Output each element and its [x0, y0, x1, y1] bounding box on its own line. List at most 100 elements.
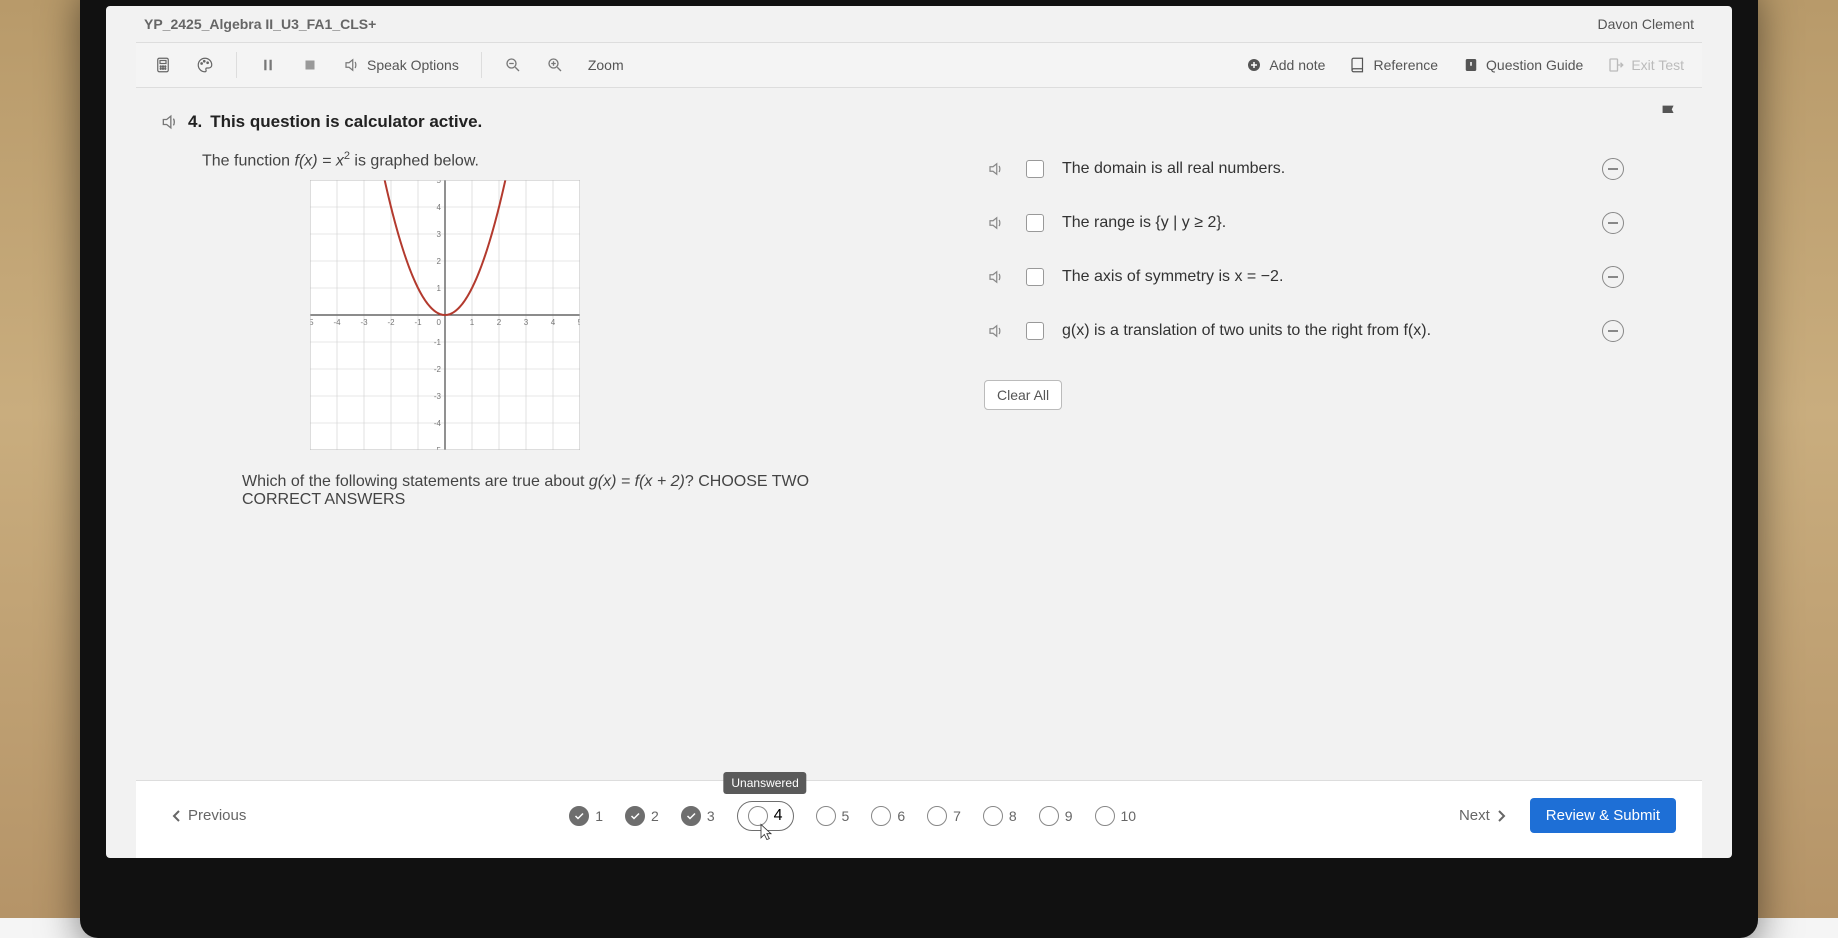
speak-icon[interactable]	[160, 112, 180, 132]
zoom-in-button[interactable]	[536, 50, 574, 80]
chevron-left-icon	[172, 810, 182, 822]
previous-label: Previous	[188, 807, 246, 824]
nav-question[interactable]: 3	[681, 806, 715, 826]
stop-button[interactable]	[291, 50, 329, 80]
nav-question[interactable]: 8	[983, 806, 1017, 826]
choice-text: The domain is all real numbers.	[1062, 160, 1285, 178]
palette-button[interactable]	[186, 50, 224, 80]
eliminate-button[interactable]	[1602, 266, 1624, 288]
svg-text:-1: -1	[434, 338, 442, 347]
speak-icon	[343, 56, 361, 74]
svg-text:-5: -5	[310, 318, 314, 327]
choice-checkbox[interactable]	[1026, 160, 1044, 178]
palette-icon	[196, 56, 214, 74]
nav-question-number: 10	[1121, 808, 1137, 824]
svg-text:-4: -4	[434, 419, 442, 428]
nav-question-number: 9	[1065, 808, 1073, 824]
pause-icon	[259, 56, 277, 74]
speak-icon	[987, 160, 1005, 178]
check-icon	[573, 810, 585, 822]
check-icon	[685, 810, 697, 822]
svg-text:4: 4	[551, 318, 556, 327]
speak-icon	[987, 322, 1005, 340]
review-submit-button[interactable]: Review & Submit	[1530, 798, 1676, 833]
previous-button[interactable]: Previous	[162, 801, 256, 830]
flag-button[interactable]	[1658, 102, 1680, 129]
question-content: 4. This question is calculator active. T…	[136, 88, 1702, 858]
zoom-in-icon	[546, 56, 564, 74]
choice-checkbox[interactable]	[1026, 322, 1044, 340]
svg-text:3: 3	[524, 318, 529, 327]
speak-options-button[interactable]: Speak Options	[333, 50, 469, 80]
answer-choice: The axis of symmetry is x = −2.	[984, 266, 1624, 288]
question-prompt: Which of the following statements are tr…	[242, 473, 862, 509]
answer-choice: The domain is all real numbers.	[984, 158, 1624, 180]
nav-question-number: 2	[651, 808, 659, 824]
separator	[236, 52, 237, 78]
student-name: Davon Clement	[1598, 16, 1695, 32]
question-number: 4.	[188, 112, 202, 132]
unanswered-tooltip: Unanswered	[723, 772, 806, 794]
choice-checkbox[interactable]	[1026, 214, 1044, 232]
reference-label: Reference	[1373, 57, 1438, 73]
nav-question-number: 7	[953, 808, 961, 824]
calculator-button[interactable]	[144, 50, 182, 80]
nav-question-number: 5	[842, 808, 850, 824]
answer-choice: The range is {y | y ≥ 2}.	[984, 212, 1624, 234]
reference-button[interactable]: Reference	[1339, 50, 1448, 80]
nav-question[interactable]: 10	[1095, 806, 1137, 826]
speak-icon	[987, 268, 1005, 286]
nav-question[interactable]: 9	[1039, 806, 1073, 826]
eliminate-button[interactable]	[1602, 212, 1624, 234]
svg-text:2: 2	[437, 257, 442, 266]
svg-text:-4: -4	[333, 318, 341, 327]
footer-nav: Previous 1 2 3 4Unanswered 5 6 7 8 9 10 Next Revi…	[136, 780, 1702, 858]
choice-text: g(x) is a translation of two units to th…	[1062, 322, 1431, 340]
plus-circle-icon	[1245, 56, 1263, 74]
zoom-label: Zoom	[578, 51, 634, 79]
speak-choice-button[interactable]	[984, 322, 1008, 340]
choice-text: The range is {y | y ≥ 2}.	[1062, 214, 1226, 232]
chevron-right-icon	[1496, 810, 1506, 822]
question-guide-button[interactable]: Question Guide	[1452, 50, 1593, 80]
answer-choice: g(x) is a translation of two units to th…	[984, 320, 1624, 342]
add-note-label: Add note	[1269, 57, 1325, 73]
speak-choice-button[interactable]	[984, 214, 1008, 232]
pause-button[interactable]	[249, 50, 287, 80]
assessment-title: YP_2425_Algebra II_U3_FA1_CLS+	[144, 16, 376, 32]
question-nav: 1 2 3 4Unanswered 5 6 7 8 9 10	[270, 801, 1435, 831]
nav-question[interactable]: 2	[625, 806, 659, 826]
choice-text: The axis of symmetry is x = −2.	[1062, 268, 1283, 286]
nav-question-number: 6	[897, 808, 905, 824]
speak-choice-button[interactable]	[984, 268, 1008, 286]
zoom-out-button[interactable]	[494, 50, 532, 80]
speak-choice-button[interactable]	[984, 160, 1008, 178]
nav-question[interactable]: 5	[816, 806, 850, 826]
question-guide-label: Question Guide	[1486, 57, 1583, 73]
check-icon	[629, 810, 641, 822]
add-note-button[interactable]: Add note	[1235, 50, 1335, 80]
svg-text:-5: -5	[434, 446, 442, 450]
nav-question[interactable]: 7	[927, 806, 961, 826]
book-icon	[1349, 56, 1367, 74]
calculator-icon	[154, 56, 172, 74]
exit-test-button[interactable]: Exit Test	[1597, 50, 1694, 80]
nav-question-number: 3	[707, 808, 715, 824]
choice-checkbox[interactable]	[1026, 268, 1044, 286]
speak-options-label: Speak Options	[367, 57, 459, 73]
svg-text:5: 5	[437, 180, 442, 185]
toolbar: Speak Options Zoom Add note Referenc	[136, 42, 1702, 88]
nav-question-current[interactable]: 4Unanswered	[737, 801, 794, 831]
nav-question[interactable]: 1	[569, 806, 603, 826]
guide-icon	[1462, 56, 1480, 74]
svg-text:-3: -3	[360, 318, 368, 327]
next-button[interactable]: Next	[1449, 801, 1516, 830]
nav-question[interactable]: 6	[871, 806, 905, 826]
exit-test-label: Exit Test	[1631, 57, 1684, 73]
eliminate-button[interactable]	[1602, 320, 1624, 342]
svg-text:-2: -2	[387, 318, 395, 327]
clear-all-button[interactable]: Clear All	[984, 380, 1062, 410]
svg-text:3: 3	[437, 230, 442, 239]
eliminate-button[interactable]	[1602, 158, 1624, 180]
svg-text:1: 1	[470, 318, 475, 327]
